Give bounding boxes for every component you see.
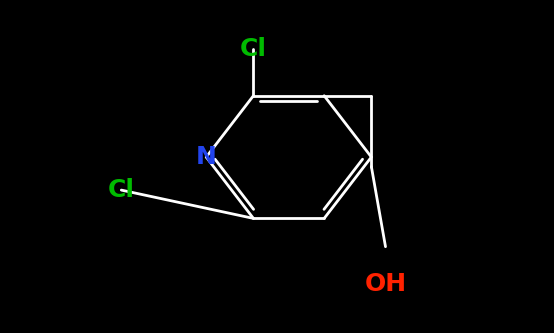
Text: Cl: Cl (240, 37, 267, 61)
Text: OH: OH (365, 272, 407, 296)
Text: N: N (196, 145, 217, 169)
Text: Cl: Cl (108, 178, 135, 202)
